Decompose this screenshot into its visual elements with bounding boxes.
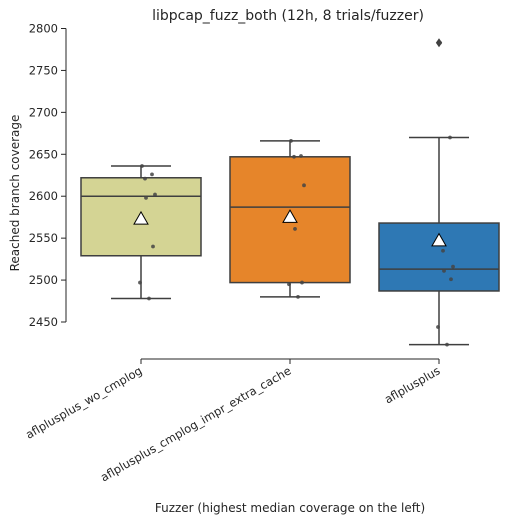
data-point xyxy=(289,138,293,143)
y-tick-label: 2450 xyxy=(29,315,58,329)
data-point xyxy=(153,192,157,197)
chart-title: libpcap_fuzz_both (12h, 8 trials/fuzzer) xyxy=(152,8,424,24)
data-point xyxy=(144,195,148,200)
y-tick-label: 2500 xyxy=(29,273,58,287)
data-point xyxy=(300,280,304,285)
data-point xyxy=(302,183,306,188)
y-tick-label: 2700 xyxy=(29,105,58,119)
data-point xyxy=(448,135,452,140)
y-axis-label: Reached branch coverage xyxy=(8,115,22,272)
data-point xyxy=(151,244,155,249)
mean-marker xyxy=(282,209,298,223)
data-point xyxy=(292,154,296,159)
data-point xyxy=(299,154,303,158)
data-point xyxy=(436,325,440,329)
y-tick-label: 2800 xyxy=(29,22,58,36)
data-point xyxy=(150,172,154,177)
data-point xyxy=(140,164,144,168)
data-point xyxy=(147,296,151,301)
mean-marker xyxy=(431,232,447,247)
mean-marker xyxy=(133,210,149,225)
data-point xyxy=(143,176,147,181)
data-point xyxy=(296,294,300,299)
data-point xyxy=(441,248,445,253)
y-tick-label: 2650 xyxy=(29,147,58,161)
data-point xyxy=(293,227,297,231)
data-point xyxy=(438,40,442,45)
box-aflplusplus_cmplog_impr_extra_cache xyxy=(229,156,351,284)
data-point xyxy=(442,268,446,273)
x-tick-label: aflplusplus xyxy=(382,363,443,406)
y-tick-label: 2550 xyxy=(29,231,58,245)
data-point xyxy=(138,280,142,285)
data-point xyxy=(449,277,453,282)
y-tick-label: 2750 xyxy=(29,63,58,77)
x-tick-label: aflplusplus_wo_cmplog xyxy=(23,363,144,441)
data-point xyxy=(445,342,449,347)
y-tick-label: 2600 xyxy=(29,189,58,203)
plot-area: 2450 2500 2550 2600 2650 2700 2750 2800 aflplusp… xyxy=(23,22,500,484)
x-axis-label: Fuzzer (highest median coverage on the l… xyxy=(155,501,425,515)
data-point xyxy=(287,282,291,287)
data-point xyxy=(451,264,455,269)
